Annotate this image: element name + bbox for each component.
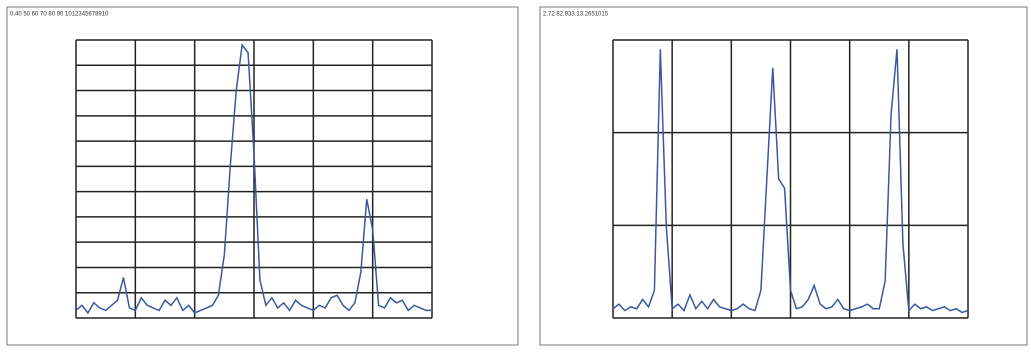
- data-line: [75, 43, 432, 315]
- panel-title: 0.40 50 60 70 80 90 1012345678910: [10, 12, 109, 18]
- panel-frame: [539, 6, 1028, 346]
- data-line: [612, 49, 969, 314]
- panel-title: 2.72 82.933.13.2651015: [543, 12, 609, 18]
